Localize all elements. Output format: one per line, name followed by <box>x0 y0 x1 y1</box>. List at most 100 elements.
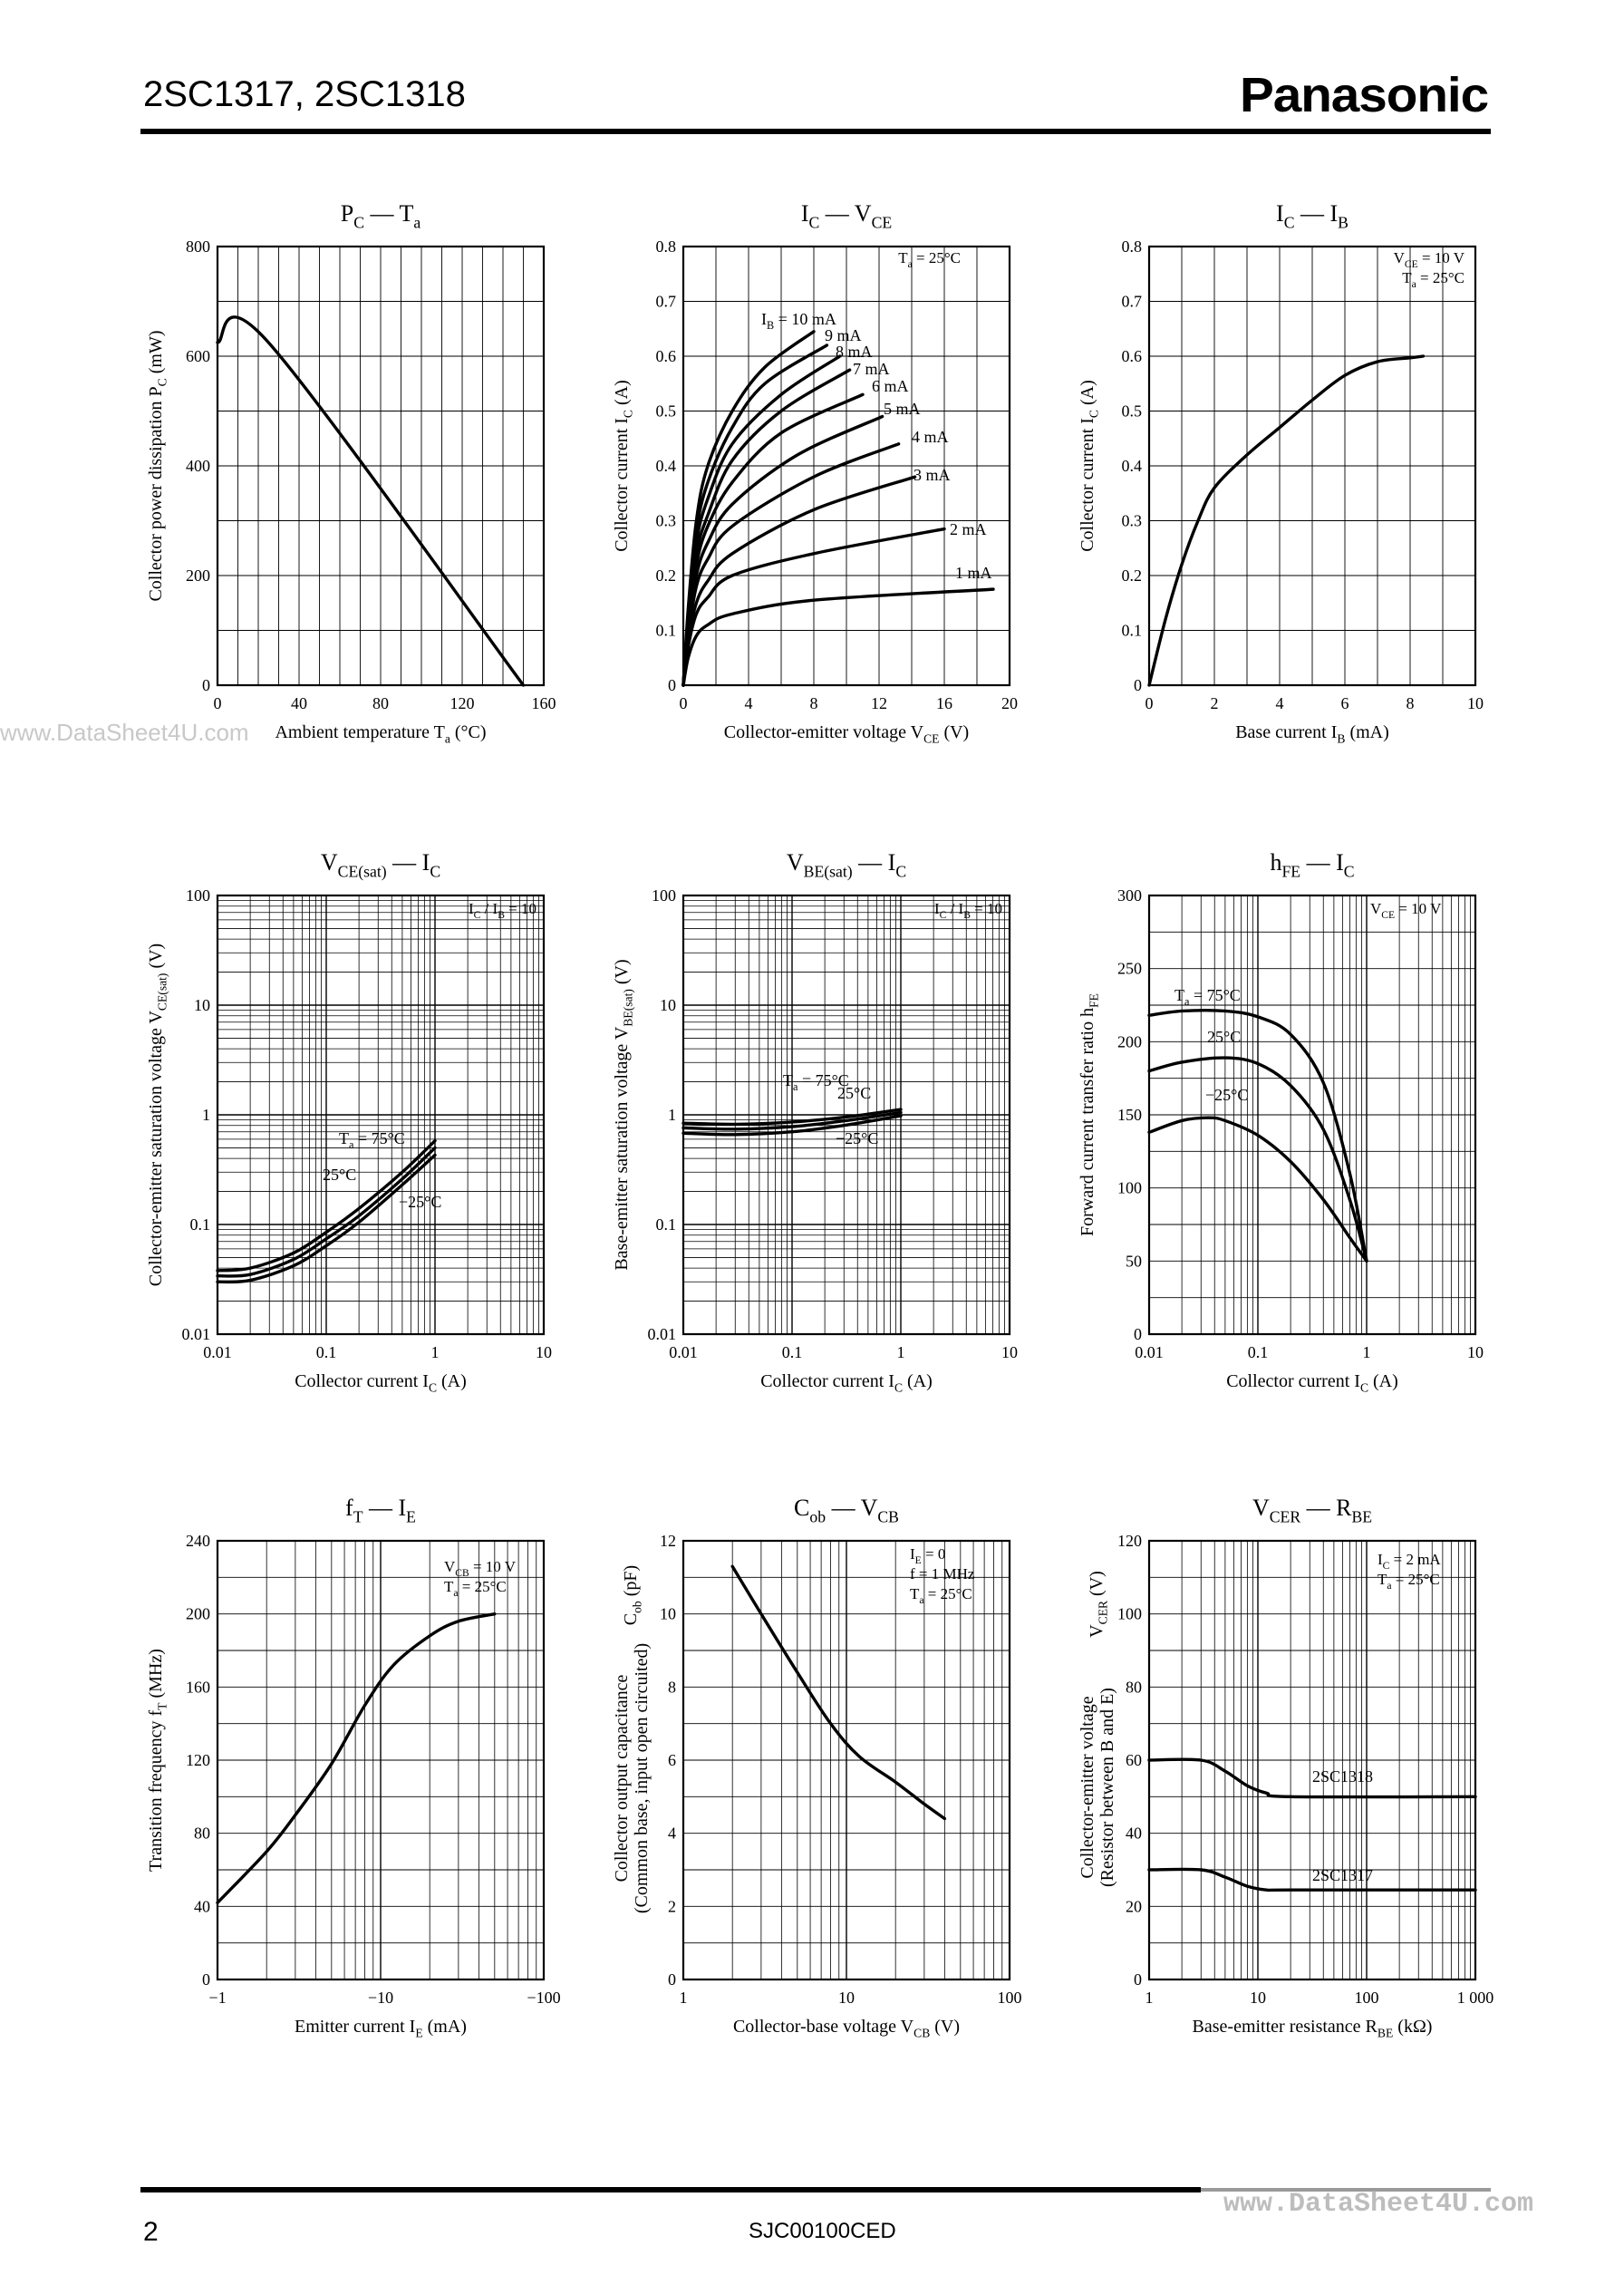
x-tick-label: 1 <box>431 1343 440 1361</box>
x-tick-label: 10 <box>1467 1343 1484 1361</box>
y-tick-label: 20 <box>1126 1897 1142 1915</box>
series-label: 5 mA <box>884 400 921 418</box>
series-group <box>683 332 993 685</box>
x-tick-label: 1 000 <box>1457 1989 1494 2007</box>
x-tick-label: 10 <box>1250 1989 1266 2007</box>
chart-title: VBE(sat) — IC <box>787 849 906 880</box>
x-tick-label: 0.1 <box>316 1343 337 1361</box>
y-tick-label: 0.2 <box>1122 566 1143 585</box>
x-tick-label: 10 <box>536 1343 552 1361</box>
x-tick-label: 20 <box>1001 694 1018 712</box>
annotation: f = 1 MHz <box>910 1565 975 1583</box>
y-tick-label: 250 <box>1117 960 1142 978</box>
x-axis-label: Collector current IC (A) <box>1226 1371 1398 1395</box>
chart-title: hFE — IC <box>1270 849 1354 880</box>
chart-cob-vcb: 1 10 100024681012Cob — VCBCollector-base v… <box>612 1495 1022 2040</box>
series-line <box>683 477 915 685</box>
x-axis-label: Collector-emitter voltage VCE (V) <box>724 722 969 746</box>
y-tick-label: 100 <box>186 886 210 905</box>
annotation: VCB = 10 V <box>444 1558 517 1579</box>
grid-lines <box>683 247 1010 685</box>
chart-vcesat-ic: 0.01 0.1 1 100.010.1110100VCE(sat) — ICColl… <box>146 849 552 1395</box>
y-tick-label: 60 <box>1126 1751 1142 1769</box>
chart-title: VCE(sat) — IC <box>321 849 440 880</box>
x-tick-label: 4 <box>745 694 753 712</box>
y-tick-label: 240 <box>186 1532 210 1550</box>
y-tick-label: 50 <box>1126 1252 1142 1270</box>
x-axis-label: Base current IB (mA) <box>1235 722 1389 746</box>
grid-lines <box>218 1541 544 1979</box>
x-tick-label: 0 <box>680 694 688 712</box>
series-label: 7 mA <box>853 360 890 378</box>
y-tick-label: 0.5 <box>1122 402 1143 421</box>
y-tick-label: 80 <box>1126 1678 1142 1696</box>
series-label: −25°C <box>1205 1086 1248 1104</box>
y-tick-label: 0.1 <box>656 622 677 640</box>
series-label: 6 mA <box>872 377 909 395</box>
grid-lines <box>1149 895 1475 1334</box>
annotation: Ta = 25°C <box>1378 1571 1440 1592</box>
y-axis-label: Collector current IC (A) <box>1078 380 1101 552</box>
y-axis-label: Collector output capacitance <box>612 1674 632 1882</box>
y-tick-label: 6 <box>668 1751 676 1769</box>
grid-lines <box>683 1541 1010 1979</box>
y-tick-label: 200 <box>1117 1032 1142 1050</box>
y-tick-label: 200 <box>186 1605 210 1623</box>
annotation: Ta = 25°C <box>898 249 961 270</box>
y-tick-label: 0.5 <box>656 402 677 421</box>
series-line <box>732 1566 944 1818</box>
y-tick-label: 0.2 <box>656 566 677 585</box>
annotation: Ta = 25°C <box>444 1578 507 1599</box>
x-tick-label: 0.01 <box>669 1343 698 1361</box>
y-tick-label: 0 <box>668 1970 676 1989</box>
annotation: Ta = 25°C <box>1402 269 1464 290</box>
y-tick-label: 100 <box>1117 1179 1142 1197</box>
x-tick-label: −100 <box>527 1989 560 2007</box>
grid-lines <box>683 895 1010 1334</box>
x-tick-label: 100 <box>998 1989 1022 2007</box>
y-tick-label: 0.8 <box>656 237 677 256</box>
y-tick-label: 0.1 <box>656 1215 677 1234</box>
x-tick-label: 0.1 <box>1248 1343 1269 1361</box>
grid-lines <box>218 247 544 685</box>
x-tick-label: 120 <box>450 694 475 712</box>
watermark-bottom: www.DataSheet4U.com <box>1223 2189 1533 2220</box>
y-tick-label: 0.4 <box>656 457 677 475</box>
y-tick-label: 40 <box>194 1897 210 1915</box>
y-tick-label: 0 <box>1134 1970 1142 1989</box>
series-label: 25°C <box>323 1166 356 1184</box>
series-group <box>218 1614 495 1903</box>
chart-title: IC — IB <box>1276 200 1348 231</box>
y-tick-label: 0.1 <box>1122 622 1143 640</box>
y-tick-label: 0.8 <box>1122 237 1143 256</box>
x-tick-label: 40 <box>291 694 307 712</box>
chart-title: fT — IE <box>345 1495 416 1525</box>
y-tick-label: 160 <box>186 1678 210 1696</box>
series-label: 25°C <box>837 1084 871 1102</box>
y-tick-label: 100 <box>1117 1605 1142 1623</box>
x-tick-label: 12 <box>871 694 887 712</box>
chart-hfe-ic: 0.01 0.1 1 10050100150200250300hFE — ICColl… <box>1078 849 1484 1395</box>
chart-title: Cob — VCB <box>794 1495 899 1525</box>
y-tick-label: 120 <box>186 1751 210 1769</box>
series-label: 2SC1317 <box>1312 1866 1373 1884</box>
chart-title: PC — Ta <box>341 200 421 231</box>
chart-title: VCER — RBE <box>1252 1495 1372 1525</box>
series-label: 9 mA <box>825 326 862 344</box>
y-tick-label: 80 <box>194 1825 210 1843</box>
series-label: Ta = 75°C <box>1174 986 1241 1008</box>
series-label: 25°C <box>1207 1028 1241 1046</box>
y-tick-label: 0 <box>1134 1325 1142 1343</box>
y-tick-label: 0 <box>202 676 210 694</box>
y-axis-label-2: (Resistor between B and E) <box>1097 1688 1117 1887</box>
y-tick-label: 0.7 <box>656 293 677 311</box>
y-tick-label: 4 <box>668 1825 676 1843</box>
annotation: IE = 0 <box>910 1545 945 1566</box>
y-tick-label: 0.4 <box>1122 457 1143 475</box>
y-tick-label: 0.01 <box>648 1325 677 1343</box>
series-label: −25°C <box>836 1129 878 1147</box>
y-tick-label: 8 <box>668 1678 676 1696</box>
series-line <box>683 589 993 685</box>
y-tick-label: 120 <box>1117 1532 1142 1550</box>
